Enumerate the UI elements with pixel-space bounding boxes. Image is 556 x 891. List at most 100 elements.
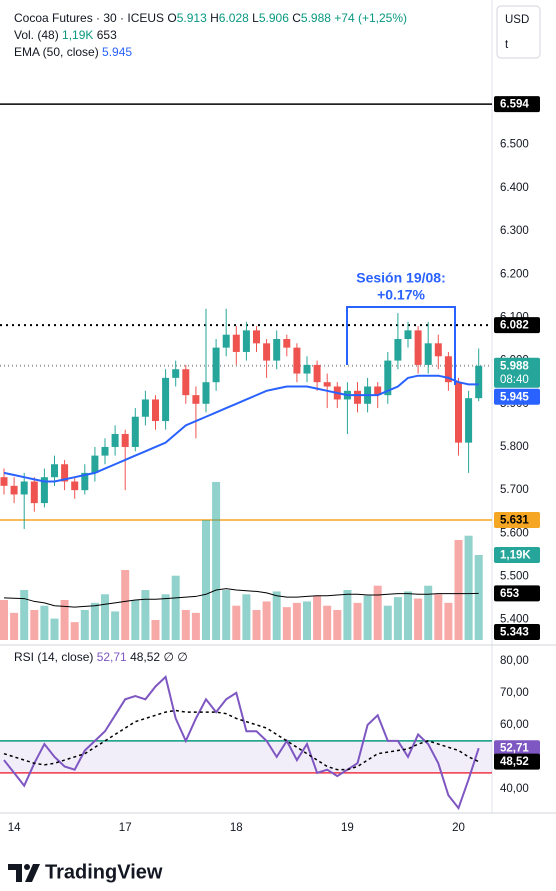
candle-body bbox=[323, 382, 331, 387]
ohlc-l: 5.906 bbox=[258, 11, 289, 25]
candle-body bbox=[91, 455, 99, 473]
rsi-value: 52,71 bbox=[96, 650, 127, 664]
session-bracket bbox=[346, 306, 456, 385]
rsi-marker bbox=[494, 753, 540, 770]
volume-bar bbox=[171, 575, 180, 640]
volume-bar bbox=[202, 520, 210, 640]
volume-bar bbox=[282, 607, 291, 640]
volume-bar bbox=[252, 610, 261, 640]
price-marker bbox=[494, 317, 540, 334]
axes: 6.5006.4006.3006.2006.1006.0005.9005.800… bbox=[8, 96, 540, 834]
y-tick-label: 40,00 bbox=[500, 783, 529, 795]
price-marker-label: 1,19K bbox=[500, 550, 531, 562]
y-tick-label: 6.500 bbox=[500, 139, 529, 151]
volume-bar bbox=[373, 585, 382, 640]
price-marker-label: 6.082 bbox=[500, 320, 529, 332]
candle-body bbox=[263, 343, 271, 361]
rsi-marker-label: 52,71 bbox=[500, 743, 529, 755]
volume-bar bbox=[363, 595, 372, 640]
candle-body bbox=[303, 364, 311, 374]
candle-body bbox=[394, 339, 402, 361]
volume-bar bbox=[414, 598, 423, 640]
volume-ma-value: 653 bbox=[96, 28, 117, 42]
volume-bar bbox=[60, 600, 69, 640]
candle-body bbox=[222, 334, 230, 348]
y-tick-label: 6.300 bbox=[500, 225, 529, 237]
volume-bar bbox=[313, 595, 322, 640]
volume-bar bbox=[191, 612, 200, 640]
candle-body bbox=[475, 365, 483, 399]
candle-body bbox=[242, 330, 250, 352]
ema-value: 5.945 bbox=[102, 45, 133, 59]
candle-body bbox=[404, 330, 412, 340]
volume-name[interactable]: Vol. (48) bbox=[14, 28, 59, 42]
x-tick-label: 18 bbox=[230, 822, 243, 834]
ohlc-o: 5.913 bbox=[176, 11, 207, 25]
y-tick-label: 80,00 bbox=[500, 655, 529, 667]
candle-body bbox=[293, 347, 301, 374]
ema-line bbox=[3, 374, 479, 483]
volume-bar bbox=[80, 610, 89, 640]
price-marker-time: 08:40 bbox=[500, 374, 529, 386]
ohlc-o-label: O bbox=[167, 11, 177, 25]
y-tick-label: 5.600 bbox=[500, 527, 529, 539]
candle-body bbox=[384, 360, 392, 396]
change: +74 (+1,25%) bbox=[334, 11, 407, 25]
symbol[interactable]: Cocoa Futures · 30 · ICEUS bbox=[14, 11, 165, 25]
price-marker-label: 5.988 bbox=[500, 360, 529, 372]
y-tick-label: 6.200 bbox=[500, 268, 529, 280]
volume-bar bbox=[141, 590, 150, 640]
y-tick-label: 5.800 bbox=[500, 441, 529, 453]
volume-bar bbox=[242, 594, 251, 640]
volume-bar bbox=[232, 605, 241, 640]
price-marker-label: 5.945 bbox=[500, 391, 529, 403]
volume-bar bbox=[70, 622, 79, 640]
volume-bar bbox=[111, 611, 120, 640]
rsi-marker bbox=[494, 740, 540, 757]
candle-body bbox=[434, 343, 442, 357]
volume-bar bbox=[303, 601, 311, 640]
ema-name[interactable]: EMA (50, close) bbox=[14, 45, 99, 59]
currency-box[interactable] bbox=[496, 5, 541, 59]
candle-body bbox=[182, 369, 190, 396]
legend-ema: EMA (50, close) 5.945 bbox=[14, 45, 132, 59]
price-marker-label: 5.343 bbox=[500, 627, 529, 639]
volume-bar bbox=[474, 555, 483, 640]
volume-bar bbox=[333, 610, 342, 640]
candle-body bbox=[202, 382, 210, 404]
candle-body bbox=[232, 334, 240, 352]
volume-bar bbox=[343, 590, 352, 640]
price-marker-label: 653 bbox=[500, 588, 519, 600]
rsi-line bbox=[3, 674, 480, 811]
volume-bar bbox=[50, 618, 59, 640]
volume-bar bbox=[272, 591, 281, 640]
unit: t bbox=[505, 39, 509, 51]
x-tick-label: 20 bbox=[452, 822, 465, 834]
volume-bar bbox=[30, 610, 39, 640]
rsi-name[interactable]: RSI (14, close) bbox=[14, 650, 94, 664]
candle-body bbox=[273, 339, 281, 361]
volume-ma bbox=[3, 588, 479, 608]
volume-bar bbox=[181, 610, 190, 640]
rsi-marker-label: 48,52 bbox=[500, 756, 529, 768]
candle-body bbox=[162, 377, 170, 422]
volume-bar bbox=[444, 602, 453, 640]
volume-bar bbox=[424, 585, 433, 640]
y-tick-label: 60,00 bbox=[500, 719, 529, 731]
brand: TradingView bbox=[45, 861, 163, 883]
ohlc-h-label: H bbox=[210, 11, 219, 25]
y-tick-label: 70,00 bbox=[500, 687, 529, 699]
volume-bar bbox=[212, 482, 221, 640]
price-marker bbox=[494, 511, 540, 528]
rsi-ma-value: 48,52 bbox=[130, 650, 161, 664]
candle-body bbox=[51, 464, 58, 478]
annotation: +0.17% bbox=[377, 287, 425, 303]
currency: USD bbox=[505, 14, 529, 26]
price-marker bbox=[494, 357, 540, 388]
candle-body bbox=[131, 416, 139, 447]
volume-bar bbox=[101, 594, 109, 640]
y-tick-label: 5.500 bbox=[500, 571, 529, 583]
candle-body bbox=[444, 356, 452, 383]
candle-body bbox=[374, 386, 382, 396]
volume-bar bbox=[10, 612, 19, 640]
